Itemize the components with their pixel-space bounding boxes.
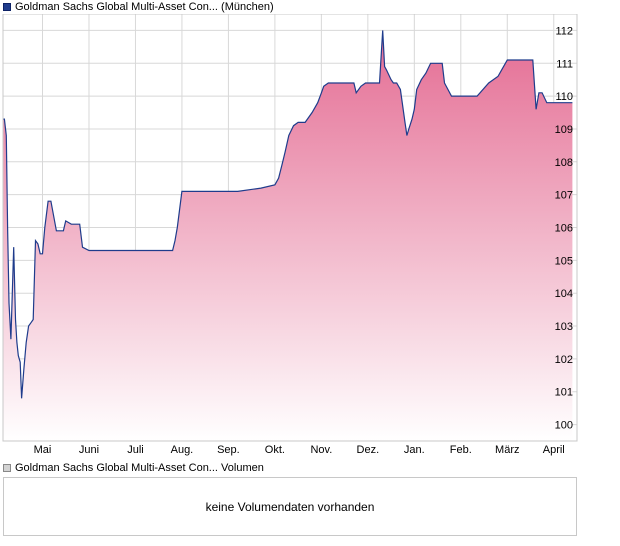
x-tick-label: April [543, 444, 565, 456]
y-tick-label: 103 [555, 321, 573, 333]
y-tick-label: 108 [555, 157, 573, 169]
x-tick-label: Juni [79, 444, 99, 456]
x-tick-label: März [495, 444, 519, 456]
y-tick-label: 104 [555, 288, 573, 300]
price-line [3, 30, 573, 399]
y-tick-label: 100 [555, 420, 573, 432]
x-tick-label: Juli [127, 444, 144, 456]
price-legend-label: Goldman Sachs Global Multi-Asset Con... … [15, 1, 274, 13]
price-area [3, 30, 573, 442]
x-tick-label: Aug. [171, 444, 194, 456]
y-tick-label: 106 [555, 223, 573, 235]
x-tick-label: Okt. [265, 444, 285, 456]
volume-legend-label: Goldman Sachs Global Multi-Asset Con... … [15, 462, 264, 474]
x-axis-ticks: Mai Juni Juli Aug. Sep. Okt. Nov. Dez. Jan. Feb. M… [34, 444, 565, 456]
volume-panel: keine Volumendaten vorhanden [3, 477, 577, 536]
price-chart: 100101102103104105106107108109110111112 … [2, 14, 578, 456]
y-tick-label: 111 [556, 58, 573, 70]
volume-legend-swatch [3, 464, 11, 472]
y-tick-label: 110 [555, 91, 573, 103]
volume-empty-message: keine Volumendaten vorhanden [205, 499, 375, 514]
price-legend-swatch [3, 3, 11, 11]
volume-legend: Goldman Sachs Global Multi-Asset Con... … [3, 461, 264, 475]
y-tick-label: 112 [555, 25, 573, 37]
x-tick-label: Mai [34, 444, 52, 456]
x-tick-label: Jan. [404, 444, 425, 456]
y-tick-label: 101 [555, 387, 573, 399]
y-tick-label: 109 [555, 124, 573, 136]
x-tick-label: Feb. [450, 444, 472, 456]
x-tick-label: Nov. [310, 444, 332, 456]
y-axis-ticks: 100 101 102 103 104 105 106 107 108 109 110 111 112 [555, 25, 573, 431]
y-tick-label: 105 [555, 255, 573, 267]
x-tick-label: Sep. [217, 444, 240, 456]
price-legend: Goldman Sachs Global Multi-Asset Con... … [3, 0, 274, 14]
y-tick-label: 107 [555, 190, 573, 202]
x-tick-label: Dez. [357, 444, 380, 456]
plot-frame [2, 14, 578, 442]
y-tick-label: 102 [555, 354, 573, 366]
